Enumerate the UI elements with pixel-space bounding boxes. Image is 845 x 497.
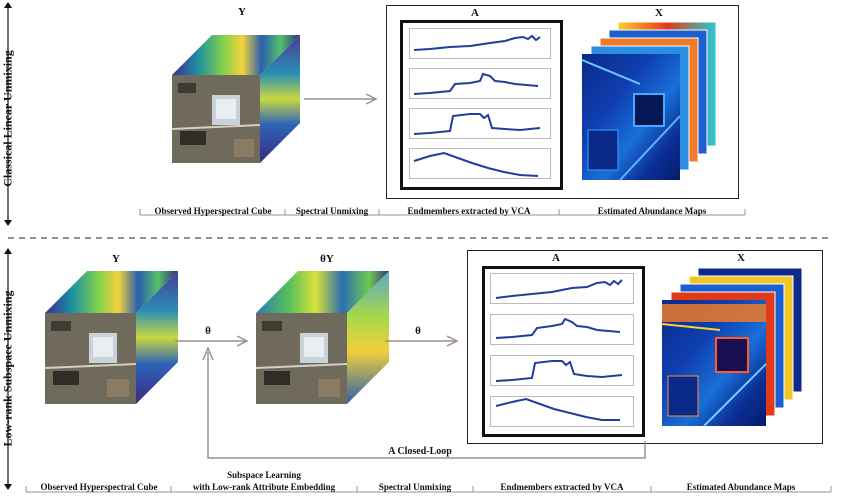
endmember-spectra-1 — [413, 34, 541, 177]
caption-abundance-2: Estimated Abundance Maps — [686, 482, 796, 492]
caption-subspace-learning-2: with Low-rank Attribute Embedding — [192, 482, 336, 492]
flow-arrow-1 — [304, 93, 378, 105]
spectrum-panel — [409, 68, 551, 99]
spectrum-panel — [490, 314, 634, 345]
closed-loop-label: A Closed-Loop — [388, 446, 452, 457]
abundance-maps-2 — [661, 267, 803, 427]
spectrum-panel — [409, 28, 551, 59]
caption-endmembers: Endmembers extracted by VCA — [407, 206, 531, 216]
caption-subspace-learning: Subspace Learning — [227, 470, 301, 480]
spectrum-panel — [409, 148, 551, 179]
hyperspectral-cube-2 — [44, 271, 178, 404]
section1-span-arrow — [4, 2, 12, 226]
spectrum-panel — [490, 273, 634, 304]
section2-endmember-label: A — [552, 252, 560, 264]
section1-endmember-label: A — [471, 7, 479, 19]
theta-label-1: θ — [205, 325, 211, 337]
hyperspectral-cube-1 — [171, 35, 300, 163]
section2-caption-bar — [25, 486, 832, 493]
abundance-maps-1 — [581, 21, 717, 181]
section-divider — [8, 237, 833, 239]
caption-observed-cube-2: Observed Hyperspectral Cube — [40, 482, 158, 492]
theta-label-2: θ — [415, 325, 421, 337]
flow-arrow-3 — [385, 335, 459, 347]
caption-observed-cube: Observed Hyperspectral Cube — [154, 206, 272, 216]
caption-spectral-unmixing-2: Spectral Unmixing — [378, 482, 452, 492]
section1-caption-bar — [139, 209, 746, 216]
spectrum-panel — [490, 355, 634, 386]
endmember-spectra-2 — [495, 279, 623, 421]
section2-cube2-label: θY — [320, 253, 334, 265]
closed-loop-arrow — [202, 346, 646, 459]
section2-span-arrow — [4, 248, 12, 490]
caption-spectral-unmixing: Spectral Unmixing — [295, 206, 369, 216]
caption-abundance: Estimated Abundance Maps — [597, 206, 707, 216]
section1-abundance-label: X — [655, 7, 663, 19]
caption-endmembers-2: Endmembers extracted by VCA — [500, 482, 624, 492]
projected-cube — [255, 271, 389, 404]
section1-cube-label: Y — [238, 6, 246, 18]
section2-cube-label: Y — [112, 253, 120, 265]
section2-abundance-label: X — [737, 252, 745, 264]
flow-arrow-2 — [175, 335, 249, 347]
